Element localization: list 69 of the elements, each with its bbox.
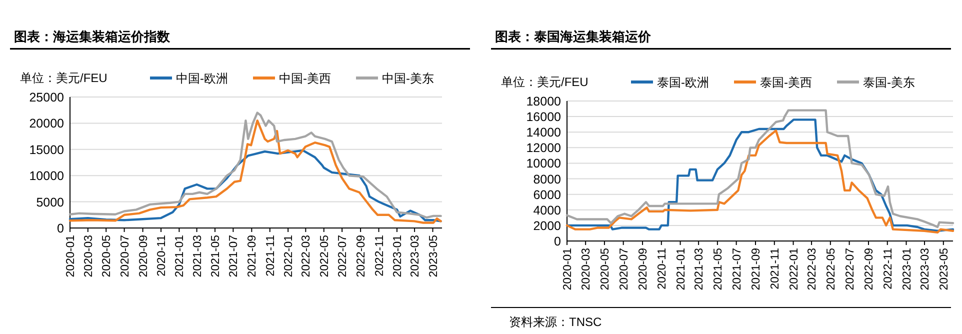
x-tick-label: 2022-07 (844, 248, 856, 290)
x-tick-label: 2020-11 (656, 248, 668, 290)
y-tick-label: 25000 (29, 90, 64, 104)
x-tick-label: 2022-11 (374, 235, 386, 276)
x-tick-label: 2023-03 (410, 235, 422, 278)
legend-label: 泰国-美西 (760, 76, 812, 90)
x-tick-label: 2020-01 (562, 248, 574, 290)
text: 单位：美元/FEU (20, 71, 108, 85)
x-tick-label: 2021-05 (712, 248, 724, 290)
x-tick-label: 2020-07 (618, 248, 630, 290)
y-tick-label: 20000 (29, 116, 64, 131)
y-tick-label: 18000 (526, 94, 562, 108)
x-tick-label: 2021-09 (750, 248, 763, 290)
y-tick-label: 15000 (29, 142, 64, 157)
x-tick-label: 2020-03 (82, 235, 95, 278)
x-tick-label: 2021-11 (264, 235, 277, 276)
y-tick-label: 10000 (526, 156, 562, 171)
x-tick-label: 2021-01 (675, 248, 688, 290)
x-tick-label: 2022-03 (806, 248, 819, 290)
x-tick-label: 2020-05 (101, 235, 114, 278)
legend-label: 中国-美西 (279, 72, 331, 86)
x-tick-label: 2020-09 (138, 235, 150, 278)
x-tick-label: 2023-01 (901, 248, 914, 290)
y-tick-label: 8000 (533, 172, 562, 186)
text: 资料来源：TNSC (509, 315, 602, 329)
x-tick-label: 2021-03 (694, 248, 706, 290)
x-tick-label: 2021-11 (769, 248, 782, 290)
legend-label: 中国-美东 (382, 72, 434, 86)
x-tick-label: 2022-09 (356, 235, 368, 278)
y-tick-label: 0 (554, 234, 562, 248)
y-tick-label: 16000 (526, 110, 562, 124)
legend-label: 泰国-欧洲 (657, 76, 709, 90)
y-tick-label: 4000 (533, 203, 562, 218)
y-tick-label: 6000 (533, 188, 562, 202)
y-tick-label: 10000 (29, 169, 64, 184)
y-tick-label: 0 (57, 222, 64, 236)
x-tick-label: 2020-05 (599, 248, 612, 290)
x-tick-label: 2021-01 (174, 235, 186, 278)
x-tick-label: 2023-01 (392, 235, 404, 278)
y-tick-label: 12000 (526, 141, 562, 156)
chart-title: 图表：泰国海运集装箱运价 (495, 29, 652, 44)
x-tick-label: 2021-07 (228, 235, 240, 278)
x-tick-label: 2020-11 (156, 235, 168, 276)
x-tick-label: 2022-07 (337, 235, 350, 278)
x-tick-label: 2023-05 (428, 235, 440, 278)
legend-label: 中国-欧洲 (176, 72, 228, 86)
x-tick-label: 2021-03 (192, 235, 204, 278)
x-tick-label: 2020-09 (638, 248, 650, 290)
x-tick-label: 2022-01 (283, 235, 296, 278)
x-tick-label: 2021-07 (731, 248, 744, 290)
x-tick-label: 2022-05 (318, 235, 331, 278)
x-tick-label: 2022-11 (882, 248, 894, 290)
x-tick-label: 2023-03 (920, 248, 932, 290)
text: 单位：美元/FEU (501, 75, 588, 89)
y-tick-label: 14000 (526, 126, 562, 140)
legend-label: 泰国-美东 (863, 76, 915, 90)
chart-title: 图表：海运集装箱运价指数 (14, 29, 171, 44)
x-tick-label: 2020-07 (119, 235, 132, 278)
x-tick-label: 2021-05 (210, 235, 222, 278)
x-tick-label: 2020-03 (580, 248, 593, 290)
x-tick-label: 2021-09 (246, 235, 259, 278)
x-tick-label: 2022-05 (825, 248, 838, 290)
x-tick-label: 2020-01 (65, 235, 77, 278)
x-tick-label: 2022-03 (300, 235, 313, 278)
x-tick-label: 2022-01 (788, 248, 800, 290)
x-tick-label: 2023-05 (938, 248, 950, 290)
x-tick-label: 2022-09 (863, 248, 876, 290)
y-tick-label: 5000 (36, 195, 64, 210)
y-tick-label: 2000 (533, 218, 562, 233)
